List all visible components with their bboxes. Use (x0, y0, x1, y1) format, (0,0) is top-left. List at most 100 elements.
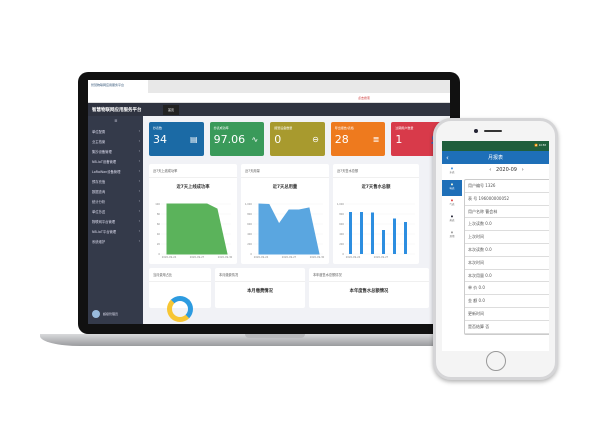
bar (360, 212, 363, 254)
sidebar-item[interactable]: 系统维护 ‹ (88, 236, 143, 246)
laptop-notch (245, 334, 305, 338)
sidebar-item[interactable]: 集抄设备管理 ‹ (88, 146, 143, 156)
panel-header: 本年度售水总额情况 (309, 268, 429, 282)
donut-chart (167, 296, 193, 322)
chevron-left-icon: ‹ (138, 179, 140, 183)
bottom-panel: 当月费用占比 (149, 268, 211, 322)
sidebar-item[interactable]: 单位配置 ‹ (88, 126, 143, 136)
chart-panel: 近7天用量 近7天总用量 1,000 800 600 400 200 0 2020-09-24 2… (241, 164, 329, 264)
chevron-left-icon: ‹ (138, 239, 140, 243)
laptop-base (40, 334, 510, 346)
bar (349, 212, 352, 254)
y-tick-label: 20 (157, 242, 161, 246)
sidebar-item[interactable]: NB-IoT平台管理 ‹ (88, 226, 143, 236)
chevron-left-icon: ‹ (138, 219, 140, 223)
sidebar-item-label: 系统维护 (92, 239, 106, 244)
meter-type-tab[interactable]: ● 热表 (442, 212, 462, 228)
report-field: 本次用量 0.0 (465, 270, 549, 283)
report-field: 金 额 0.0 (465, 295, 549, 308)
sidebar-item[interactable]: 统计分析 ‹ (88, 196, 143, 206)
y-tick-label: 800 (339, 212, 344, 216)
list-icon: ▤ (190, 135, 198, 144)
y-tick-label: 400 (339, 232, 344, 236)
meter-type-tab[interactable]: ● 水表 (442, 164, 462, 180)
sidebar-item[interactable]: NB-IoT设备管理 ‹ (88, 156, 143, 166)
chart-title: 本年度售水总额情况 (349, 289, 389, 294)
stat-card[interactable]: 抄表成功率 97.06 ∿ (209, 122, 265, 156)
prev-month-button[interactable]: ‹ (489, 167, 492, 173)
report-field: 用户编号 1326 (465, 180, 549, 193)
sidebar-item[interactable]: 物联网平台管理 ‹ (88, 216, 143, 226)
report-field: 上次时间 (465, 231, 549, 244)
sidebar-item-label: 物联网平台管理 (92, 219, 116, 224)
chevron-left-icon: ‹ (138, 159, 140, 163)
y-tick-label: 400 (247, 232, 252, 236)
chevron-left-icon: ‹ (138, 199, 140, 203)
home-button[interactable] (486, 351, 506, 371)
chevron-left-icon: ‹ (138, 129, 140, 133)
meter-type-tab[interactable]: ● 气表 (442, 196, 462, 212)
status-bar: 📶 10:58 (442, 141, 549, 151)
chevron-left-icon: ‹ (138, 169, 140, 173)
stat-card[interactable]: 报警设备数量 0 ⊖ (270, 122, 325, 156)
x-tick-label: 2020-09-27 (374, 255, 389, 259)
sidebar-item-label: NB-IoT平台管理 (92, 229, 117, 234)
meter-type-label: 热表 (449, 219, 455, 222)
phone-screen: 📶 10:58 ‹ 月报表 ● 水表 ● 电表 ● 气表 ● 热表 ● 其他 ‹ 2020-09 ›… (442, 141, 549, 351)
y-tick-label: 60 (157, 222, 161, 226)
stat-value: 97.06 (213, 133, 246, 146)
y-tick-label: 40 (157, 232, 161, 236)
meter-type-label: 其他 (449, 235, 455, 238)
sidebar-item-label: 预存充值 (92, 179, 106, 184)
meter-icon: ● (450, 215, 454, 218)
report-field: 单 价 0.0 (465, 282, 549, 296)
address-bar[interactable]: 点击搜索 (358, 95, 371, 100)
chart-title: 近7天上线成功率 (176, 185, 210, 190)
sidebar-item-label: 数据查询 (92, 189, 106, 194)
meter-icon: ● (450, 167, 454, 170)
area-series (258, 203, 320, 255)
meter-type-tab[interactable]: ● 其他 (442, 228, 462, 244)
sidebar-item-label: LoRaWan设备管理 (92, 169, 121, 174)
month-value: 2020-09 (496, 167, 517, 173)
sidebar-item-label: 单位抄送 (92, 209, 106, 214)
y-tick-label: 200 (247, 242, 252, 246)
x-tick-label: 2020-09-27 (190, 255, 205, 259)
x-tick-label: 2020-09-24 (162, 255, 177, 259)
stat-label: 过期用户数量 (395, 126, 414, 130)
bottom-panel: 本年度售水总额情况 本年度售水总额情况 (309, 268, 429, 308)
meter-type-tab[interactable]: ● 电表 (442, 180, 462, 196)
avatar[interactable] (92, 310, 100, 318)
home-tab[interactable]: 首页 (163, 104, 180, 115)
chart-title: 本月缴费情况 (247, 289, 273, 294)
next-month-button[interactable]: › (521, 167, 524, 173)
sidebar-item[interactable]: LoRaWan设备管理 ‹ (88, 166, 143, 176)
phone-frame: 📶 10:58 ‹ 月报表 ● 水表 ● 电表 ● 气表 ● 热表 ● 其他 ‹ 2020-09 ›… (433, 118, 558, 380)
user-name: 超级管理员 (103, 312, 119, 316)
y-tick-label: 600 (247, 222, 252, 226)
chevron-left-icon: ‹ (138, 229, 140, 233)
report-field: 表 号 196000000052 (465, 193, 549, 206)
back-icon[interactable]: ‹ (446, 153, 449, 162)
stat-label: 报警设备数量 (274, 126, 293, 130)
browser-tab[interactable]: 智慧物联网应用服务平台 (88, 80, 148, 93)
y-tick-label: 800 (247, 212, 252, 216)
panel-header: 近7天用量 (241, 164, 329, 178)
y-tick-label: 100 (155, 202, 160, 206)
sidebar-item-label: 单位配置 (92, 129, 106, 134)
sidebar-item[interactable]: 数据查询 ‹ (88, 186, 143, 196)
bar (371, 212, 374, 254)
meter-type-label: 气表 (449, 203, 455, 206)
sidebar-item[interactable]: 单位抄送 ‹ (88, 206, 143, 216)
sidebar-item[interactable]: 预存充值 ‹ (88, 176, 143, 186)
y-tick-label: 0 (158, 252, 160, 256)
chart-title: 近7天售水总额 (361, 185, 391, 190)
area-series (166, 203, 228, 255)
menu-toggle-icon[interactable]: ☰ (114, 119, 118, 123)
chevron-left-icon: ‹ (138, 139, 140, 143)
stat-card[interactable]: 抄表数 34 ▤ (149, 122, 204, 156)
sidebar-item[interactable]: 业主档案 ‹ (88, 136, 143, 146)
stat-card[interactable]: 导出报告/表格 28 ≣ (330, 122, 386, 156)
stat-value: 1 (395, 133, 403, 146)
